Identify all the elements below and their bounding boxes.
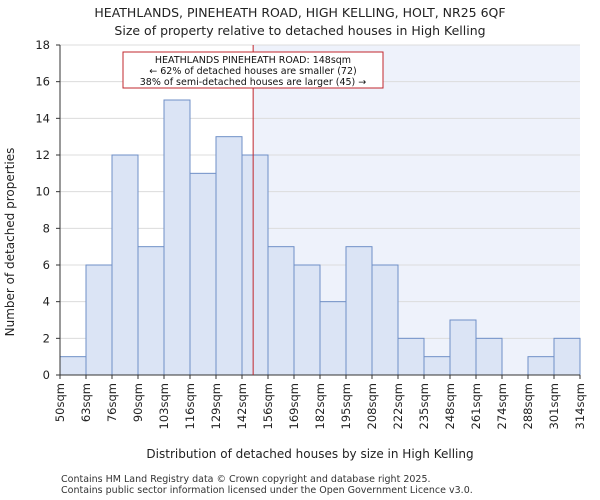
bar [553, 337, 581, 376]
x-tick-label: 63sqm [79, 383, 93, 422]
x-tick-label: 314sqm [573, 383, 587, 429]
x-tick-label: 222sqm [391, 383, 405, 429]
y-tick-label: 14 [35, 111, 50, 125]
bar [215, 136, 243, 376]
x-tick-label: 274sqm [495, 383, 509, 429]
y-axis-label: Number of detached properties [3, 148, 17, 337]
x-tick-label: 129sqm [209, 383, 223, 429]
y-tick-label: 0 [43, 368, 50, 382]
x-tick-label: 235sqm [417, 383, 431, 429]
bar [345, 246, 373, 376]
bar [189, 172, 217, 376]
x-tick-label: 195sqm [339, 383, 353, 429]
x-tick-label: 169sqm [287, 383, 301, 429]
bar [397, 337, 425, 376]
chart-title: HEATHLANDS, PINEHEATH ROAD, HIGH KELLING… [94, 5, 505, 20]
bar [371, 264, 399, 376]
bar [475, 337, 503, 376]
x-tick-label: 261sqm [469, 383, 483, 429]
y-tick-label: 12 [35, 148, 50, 162]
y-tick-label: 8 [43, 221, 50, 235]
x-tick-label: 50sqm [53, 383, 67, 422]
x-tick-label: 76sqm [105, 383, 119, 422]
x-tick-label: 142sqm [235, 383, 249, 429]
x-tick-label: 182sqm [313, 383, 327, 429]
annotation-line-3: 38% of semi-detached houses are larger (… [140, 77, 367, 88]
y-tick-label: 4 [43, 295, 50, 309]
x-axis-label: Distribution of detached houses by size … [146, 447, 473, 461]
x-tick-label: 248sqm [443, 383, 457, 429]
annotation-line-1: HEATHLANDS PINEHEATH ROAD: 148sqm [155, 55, 351, 66]
bar [449, 319, 477, 376]
annotation-box [122, 51, 384, 89]
annotation-line-2: ← 62% of detached houses are smaller (72… [149, 66, 356, 77]
bar [319, 301, 347, 376]
y-tick-label: 2 [43, 331, 50, 345]
bar [59, 356, 87, 376]
chart-subtitle: Size of property relative to detached ho… [114, 23, 485, 38]
x-tick-label: 90sqm [131, 383, 145, 422]
x-tick-label: 288sqm [521, 383, 535, 429]
bar [111, 154, 139, 376]
x-tick-label: 208sqm [365, 383, 379, 429]
plot-area: 0 2 4 6 8 10 12 14 16 18 50sqm 63sqm 76sqm 90sqm 103sq… [35, 38, 587, 429]
bar [293, 264, 321, 376]
x-tick-label: 116sqm [183, 383, 197, 429]
x-tick-label: 103sqm [157, 383, 171, 429]
x-tick-label: 301sqm [547, 383, 561, 429]
footer-license-line: Contains public sector information licen… [61, 485, 473, 496]
bar [527, 356, 555, 376]
x-tick-label: 156sqm [261, 383, 275, 429]
bar [163, 99, 191, 376]
bar [137, 246, 165, 376]
bar [241, 154, 269, 376]
footer-copyright-line: Contains HM Land Registry data © Crown c… [61, 474, 431, 485]
bar [423, 356, 451, 376]
y-tick-label: 6 [43, 258, 50, 272]
y-tick-label: 18 [35, 38, 50, 52]
y-tick-label: 16 [35, 75, 50, 89]
y-tick-label: 10 [35, 185, 50, 199]
bar [267, 246, 295, 376]
bar [85, 264, 113, 376]
